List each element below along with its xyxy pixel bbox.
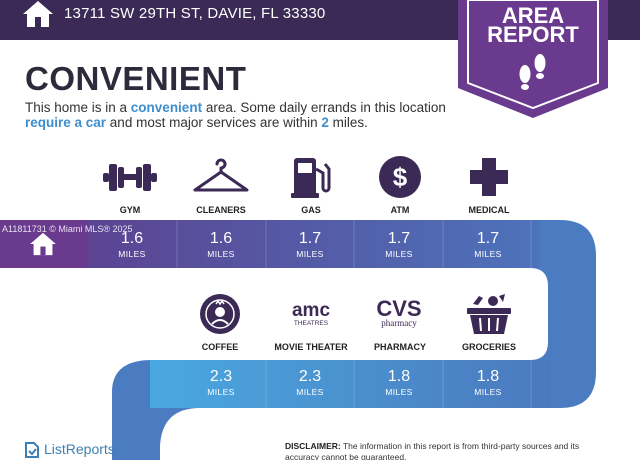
poi-label-medical: MEDICAL bbox=[468, 205, 510, 215]
starbucks-icon bbox=[200, 294, 240, 334]
svg-text:amc: amc bbox=[292, 300, 330, 321]
ribbon-shape bbox=[458, 0, 608, 118]
poi-label-gym: GYM bbox=[119, 205, 141, 215]
distance-gas: 1.7 MILES bbox=[296, 230, 324, 259]
cvs-pharmacy-icon: CVS pharmacy bbox=[376, 296, 421, 328]
gas-pump-icon bbox=[291, 158, 331, 198]
amc-theatres-icon: amc THEATRES bbox=[292, 300, 330, 327]
distance-atm: 1.7 MILES bbox=[385, 230, 413, 259]
hanger-icon bbox=[193, 158, 249, 192]
area-report-badge: AREA REPORT bbox=[458, 0, 608, 118]
dollar-icon: $ bbox=[379, 156, 421, 198]
svg-text:pharmacy: pharmacy bbox=[381, 318, 417, 328]
poi-label-gas: GAS bbox=[301, 205, 321, 215]
poi-label-cleaners: CLEANERS bbox=[196, 205, 246, 215]
dumbbell-icon bbox=[103, 164, 157, 191]
distance-pharmacy: 1.8 MILES bbox=[385, 368, 413, 397]
distance-movie-theater: 2.3 MILES bbox=[296, 368, 324, 397]
distance-medical: 1.7 MILES bbox=[474, 230, 502, 259]
badge-title-line1: AREA bbox=[501, 3, 565, 28]
poi-label-pharmacy: PHARMACY bbox=[373, 342, 426, 352]
home-marker-icon bbox=[30, 232, 56, 256]
listreports-brand: ListReports bbox=[44, 441, 115, 457]
listreports-logo-icon bbox=[25, 442, 39, 458]
poi-label-coffee: COFFEE bbox=[201, 342, 239, 352]
distance-gym: 1.6 MILES bbox=[118, 230, 146, 259]
footprints-icon bbox=[519, 54, 546, 90]
poi-label-atm: ATM bbox=[390, 205, 410, 215]
badge-title-line2: REPORT bbox=[487, 22, 579, 47]
svg-text:CVS: CVS bbox=[376, 296, 421, 321]
property-address: 13711 SW 29TH ST, DAVIE, FL 33330 bbox=[64, 5, 326, 22]
distance-cleaners: 1.6 MILES bbox=[207, 230, 235, 259]
disclaimer: DISCLAIMER: The information in this repo… bbox=[285, 441, 580, 460]
page-title: CONVENIENT bbox=[25, 60, 247, 97]
poi-label-groceries: GROCERIES bbox=[461, 342, 516, 352]
svg-text:THEATRES: THEATRES bbox=[294, 320, 329, 327]
medical-cross-icon bbox=[470, 158, 508, 196]
svg-text:$: $ bbox=[393, 162, 408, 192]
distance-groceries: 1.8 MILES bbox=[474, 368, 502, 397]
distance-coffee: 2.3 MILES bbox=[207, 368, 235, 397]
convenience-description: This home is in a convenient area. Some … bbox=[25, 100, 446, 130]
poi-label-movie-theater: MOVIE THEATER bbox=[274, 342, 348, 352]
mls-watermark: A11811731 © Miami MLS® 2025 bbox=[2, 224, 133, 234]
grocery-basket-icon bbox=[467, 294, 511, 334]
house-icon bbox=[23, 1, 53, 27]
